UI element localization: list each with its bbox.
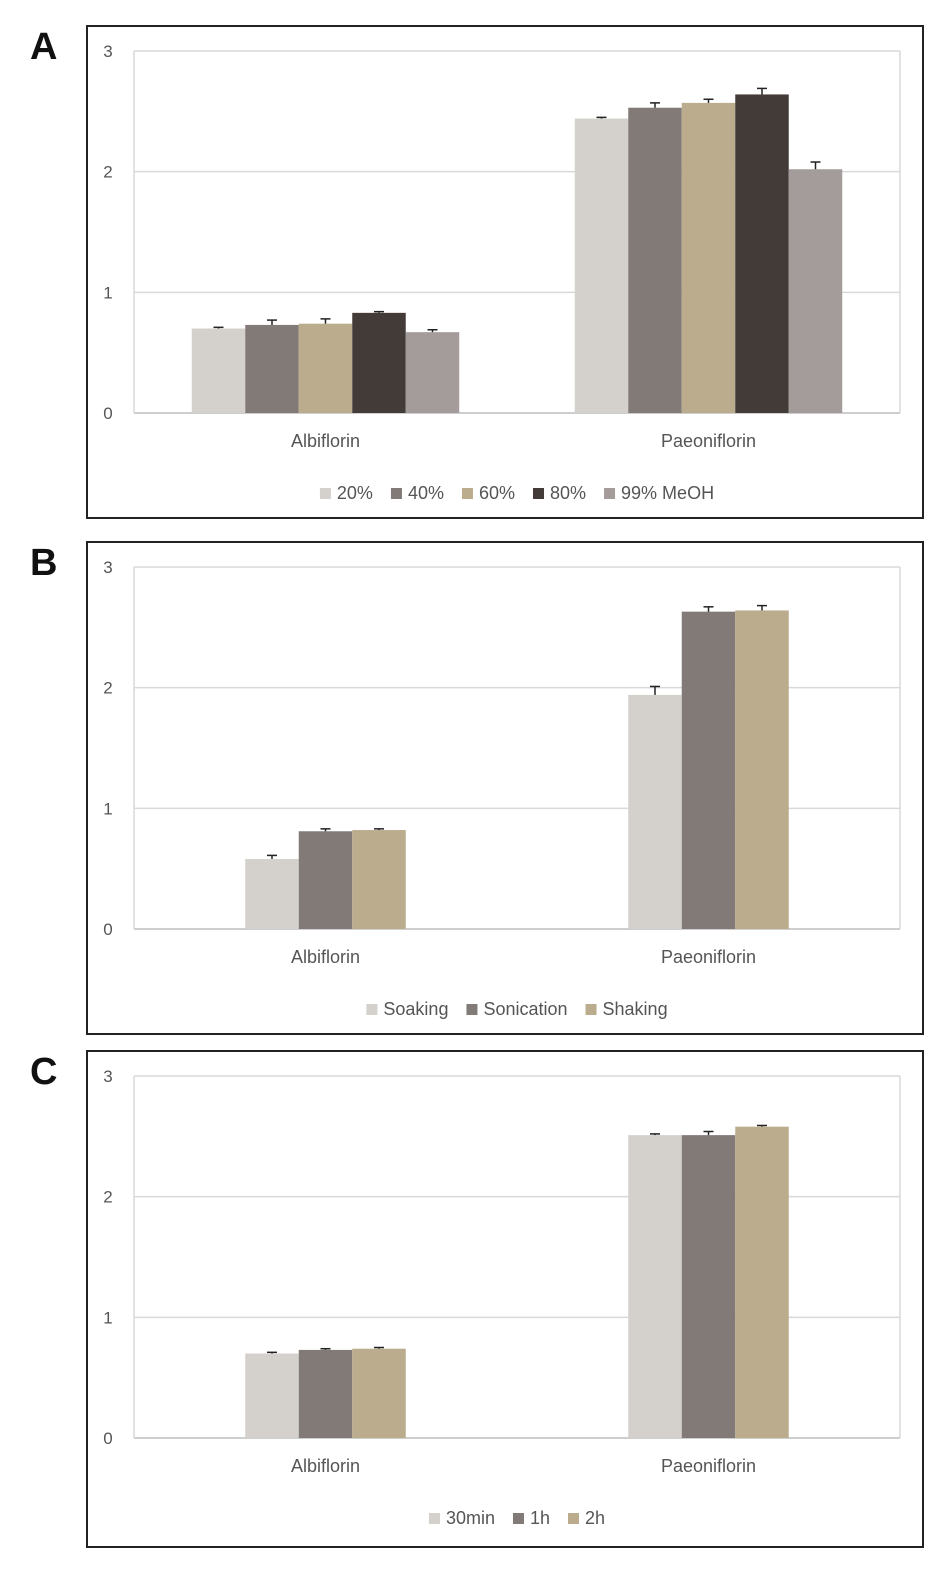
legend-swatch	[466, 1004, 478, 1015]
legend-label: Soaking	[383, 999, 448, 1019]
bar	[628, 107, 682, 414]
bar	[352, 830, 406, 929]
y-tick-label: 0	[103, 920, 112, 939]
bar	[298, 831, 353, 929]
y-tick-label: 3	[103, 42, 112, 61]
chart-frame: 0 1 2 3 Albiflorin Paeoniflorin 30min 1h 2h	[86, 1050, 924, 1548]
y-tick-label: 2	[103, 1188, 112, 1207]
legend-swatch	[533, 488, 545, 499]
legend-swatch	[366, 1004, 378, 1015]
y-tick-label: 2	[103, 679, 112, 698]
bar-chart-svg: 0 1 2 3 Albiflorin Paeoniflorin Soaking Sonicat…	[103, 558, 901, 1019]
legend-swatch	[568, 1513, 580, 1524]
y-tick-label: 0	[103, 404, 112, 423]
y-tick-label: 3	[103, 558, 112, 577]
bar	[735, 1126, 789, 1438]
bar	[245, 324, 299, 413]
legend-label: 60%	[479, 483, 515, 503]
legend-swatch	[428, 1513, 440, 1524]
x-category-label: Albiflorin	[291, 431, 360, 451]
bar	[574, 118, 629, 413]
legend-label: 2h	[585, 1508, 605, 1528]
y-tick-label: 1	[103, 1308, 112, 1327]
legend-label: 99% MeOH	[621, 483, 714, 503]
legend-label: 30min	[446, 1508, 495, 1528]
legend-swatch	[461, 488, 473, 499]
y-tick-label: 1	[103, 799, 112, 818]
bar	[298, 323, 353, 413]
legend-swatch	[604, 488, 616, 499]
bar	[735, 94, 789, 413]
legend-label: 1h	[530, 1508, 550, 1528]
legend-swatch	[512, 1513, 524, 1524]
legend-label: 40%	[408, 483, 444, 503]
y-tick-label: 3	[103, 1067, 112, 1086]
x-category-label: Albiflorin	[291, 1456, 360, 1476]
bar	[628, 694, 682, 929]
bar	[681, 611, 736, 929]
bar	[788, 169, 843, 413]
bar	[352, 1348, 406, 1438]
x-category-label: Paeoniflorin	[661, 431, 756, 451]
bar	[405, 332, 460, 413]
legend-swatch	[319, 488, 331, 499]
bar	[681, 102, 736, 414]
bar	[191, 328, 246, 413]
x-category-label: Paeoniflorin	[661, 1456, 756, 1476]
x-category-label: Albiflorin	[291, 947, 360, 967]
bar	[735, 610, 789, 929]
y-tick-label: 1	[103, 283, 112, 302]
panel-letter: C	[30, 1051, 58, 1093]
legend-swatch	[390, 488, 402, 499]
bar	[681, 1135, 736, 1438]
x-category-label: Paeoniflorin	[661, 947, 756, 967]
bar	[245, 1353, 299, 1438]
bar	[298, 1349, 353, 1438]
chart-frame: 0 1 2 3 Albiflorin Paeoniflorin 20% 40% 60% 80% 99…	[86, 25, 924, 519]
legend-label: 20%	[337, 483, 373, 503]
y-tick-label: 2	[103, 163, 112, 182]
y-tick-label: 0	[103, 1429, 112, 1448]
bar	[628, 1135, 682, 1438]
bar	[245, 859, 299, 929]
bar-chart-svg: 0 1 2 3 Albiflorin Paeoniflorin 20% 40% 60% 80% 99…	[103, 42, 901, 503]
bar	[352, 312, 406, 413]
bar-chart-svg: 0 1 2 3 Albiflorin Paeoniflorin 30min 1h 2h	[103, 1067, 901, 1528]
legend-label: 80%	[550, 483, 586, 503]
legend-label: Sonication	[483, 999, 567, 1019]
panel-letter: B	[30, 542, 58, 584]
legend-swatch	[585, 1004, 597, 1015]
panel-letter: A	[30, 26, 58, 68]
legend-label: Shaking	[603, 999, 668, 1019]
chart-frame: 0 1 2 3 Albiflorin Paeoniflorin Soaking Sonicat…	[86, 541, 924, 1035]
